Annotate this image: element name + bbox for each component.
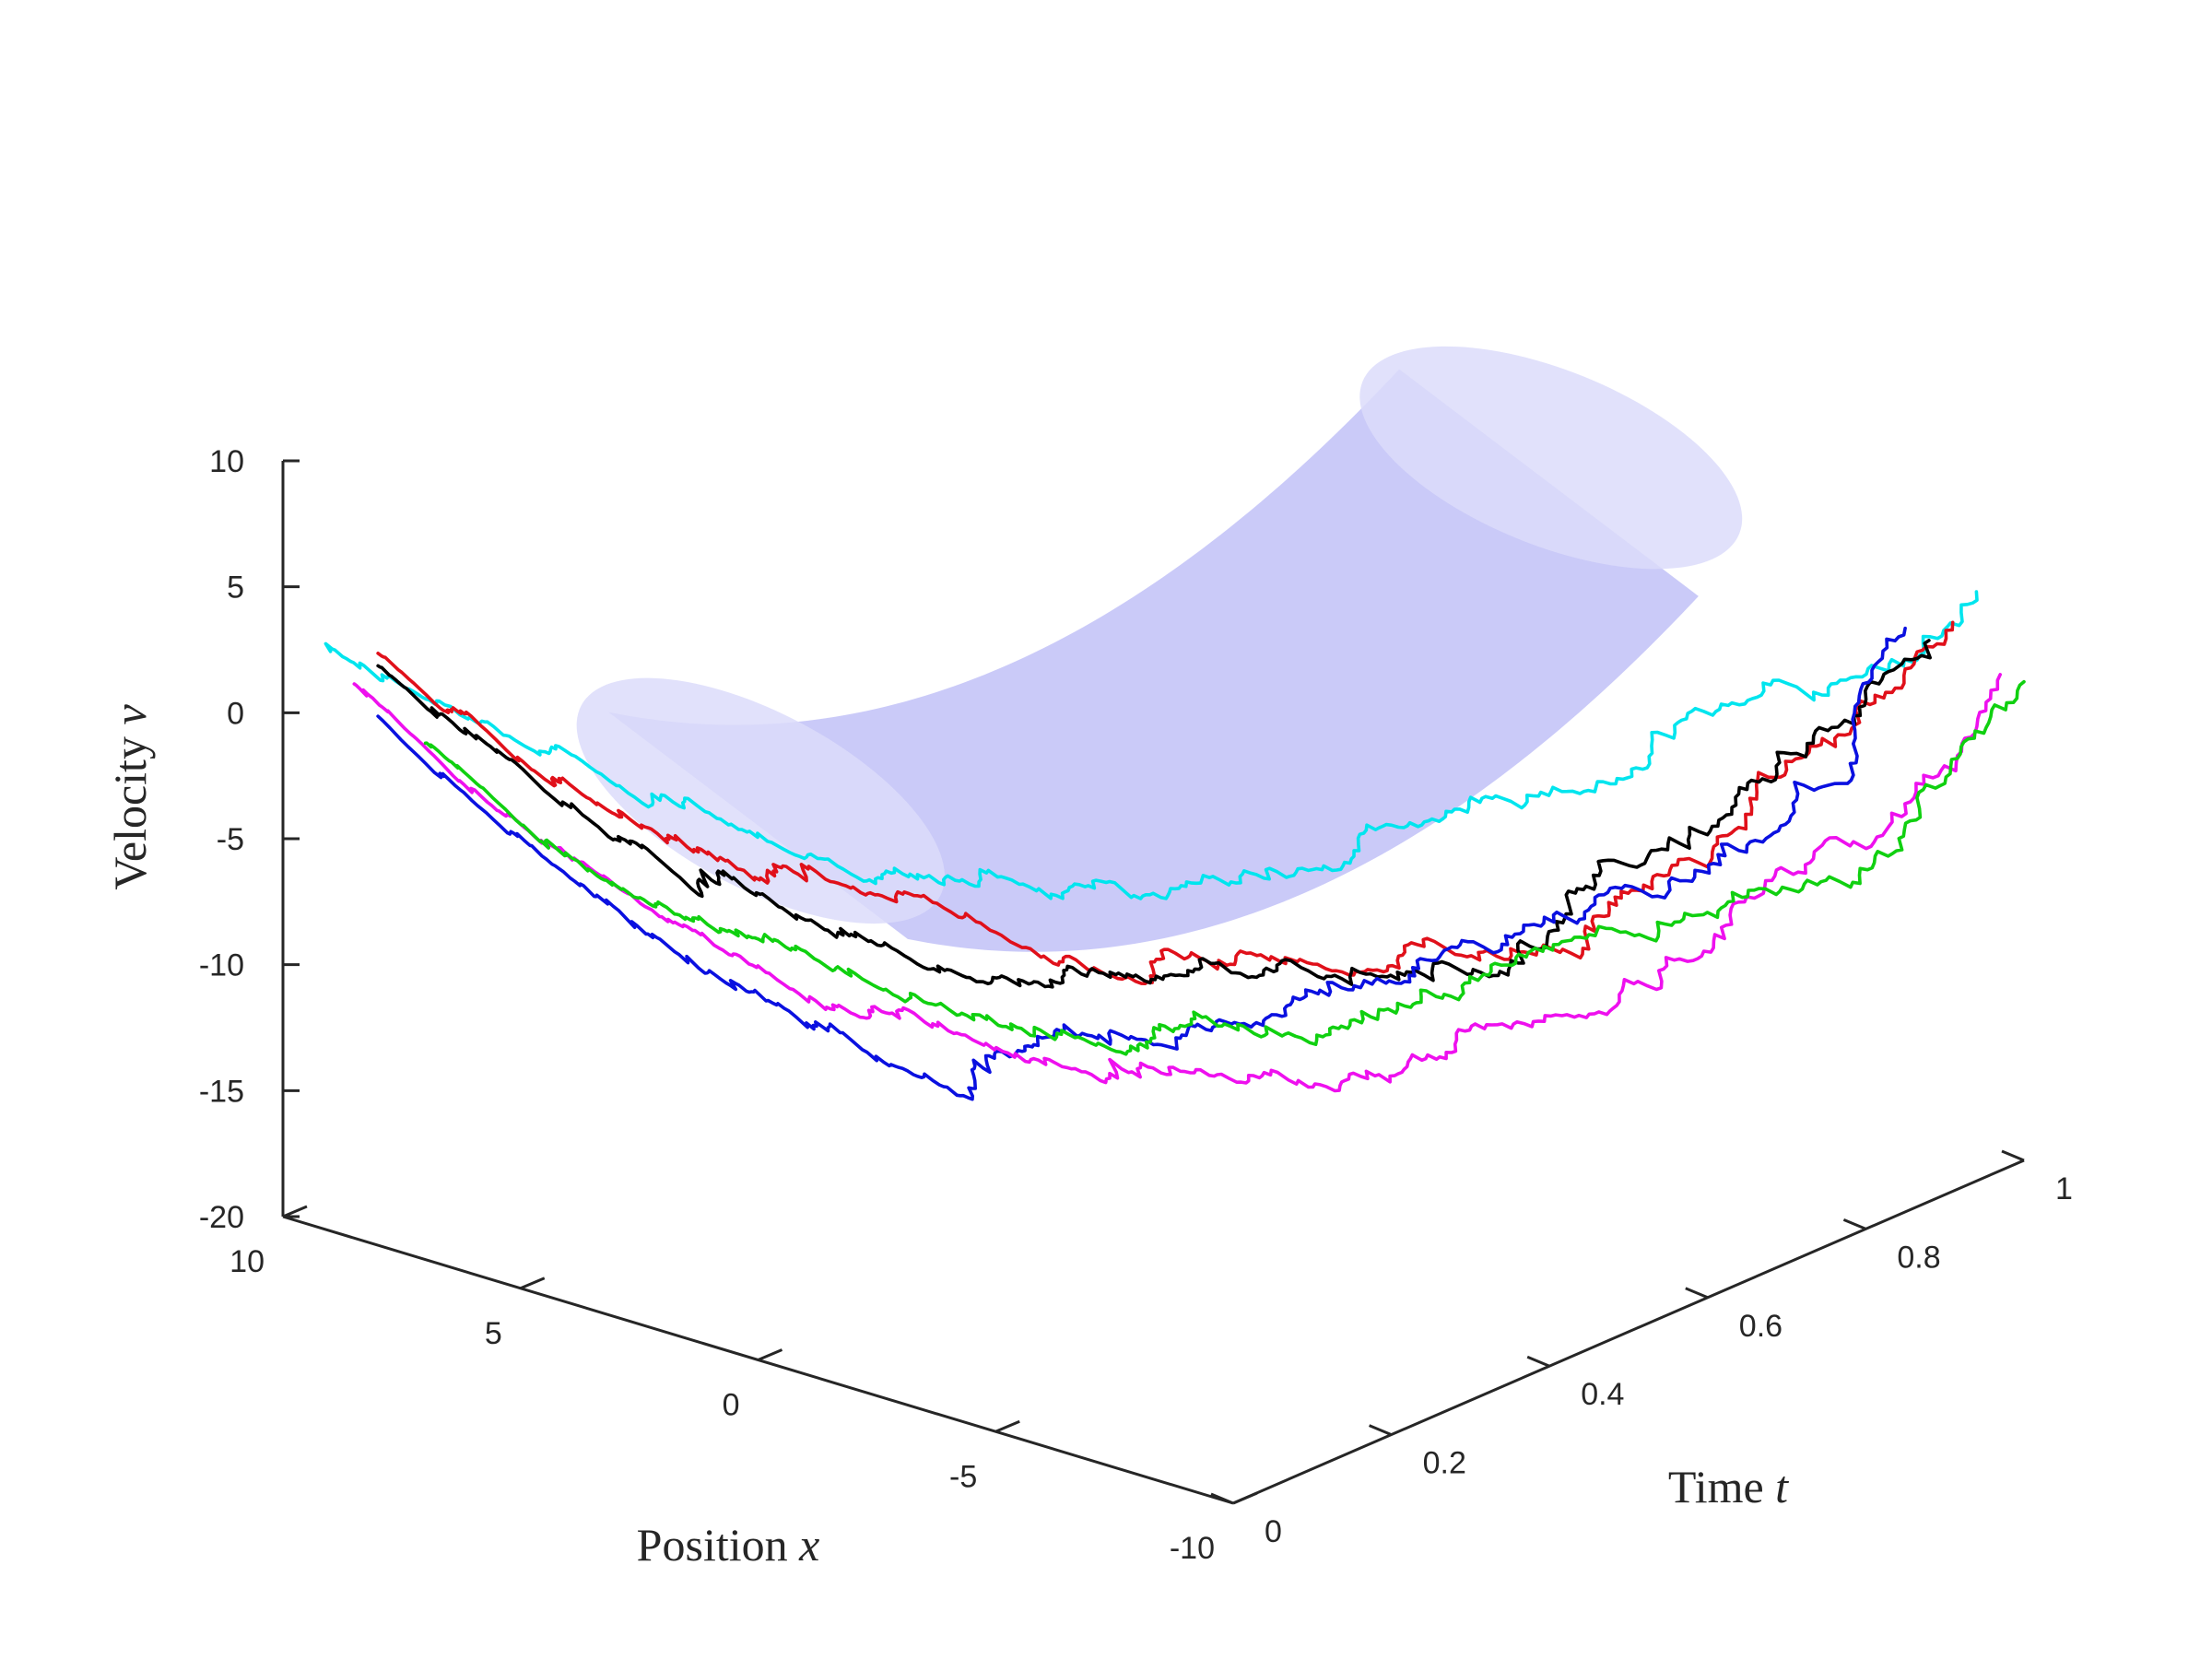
x-tick-label: 5 — [485, 1316, 502, 1351]
z-tick-label: -10 — [199, 948, 244, 983]
x-tick-label: 0 — [723, 1388, 740, 1423]
y-tick — [1526, 1355, 1550, 1368]
z-tick-label: -20 — [199, 1200, 244, 1235]
z-tick-label: -5 — [217, 822, 244, 857]
x-tick-label: -5 — [949, 1459, 977, 1494]
series-group — [324, 590, 2026, 1101]
y-tick — [1842, 1218, 1866, 1230]
y-tick-label: 0 — [1265, 1514, 1282, 1549]
series-path-3 — [376, 639, 1932, 989]
y-tick-label: 0.2 — [1423, 1446, 1466, 1481]
z-tick-label: 0 — [227, 696, 244, 731]
y-tick — [1210, 1492, 1234, 1505]
tube-cap-end — [1359, 346, 1743, 570]
x-tick — [282, 1205, 308, 1218]
z-tick-label: 10 — [209, 444, 244, 479]
x-tick-label: -10 — [1170, 1531, 1215, 1566]
series-path-4 — [376, 626, 1907, 1101]
y-tick-label: 0.8 — [1897, 1240, 1940, 1275]
y-tick — [1369, 1424, 1393, 1436]
confidence-tube — [576, 346, 1743, 952]
x-tick — [520, 1277, 546, 1290]
y-axis-label: Time t — [1668, 1461, 1789, 1512]
x-tick — [994, 1419, 1020, 1433]
z-tick-label: -15 — [199, 1074, 244, 1109]
series-path-1 — [324, 590, 1979, 900]
z-axis-label: Velocity v — [104, 704, 156, 890]
axes: 10 5 0 -5 -10 -15 -20 10 5 0 -5 -10 0 0.2 0.4 0.6 0.8 1 — [199, 444, 2073, 1566]
series-path-6 — [423, 679, 2026, 1056]
y-tick — [2001, 1149, 2025, 1162]
x-tick-label: 10 — [229, 1244, 265, 1279]
tube-cap-start — [576, 677, 945, 924]
y-tick-label: 0.6 — [1739, 1309, 1783, 1344]
x-axis-label: Position x — [637, 1519, 820, 1571]
x-tick — [1232, 1491, 1258, 1505]
y-tick-label: 1 — [2055, 1171, 2073, 1206]
y-tick — [1685, 1287, 1709, 1300]
y-tick-label: 0.4 — [1581, 1377, 1624, 1412]
z-tick-label: 5 — [227, 571, 244, 606]
series-path-5 — [352, 673, 2002, 1093]
series-path-2 — [376, 620, 1955, 985]
y-axis-line — [1232, 1159, 2025, 1505]
x-tick — [757, 1348, 783, 1361]
